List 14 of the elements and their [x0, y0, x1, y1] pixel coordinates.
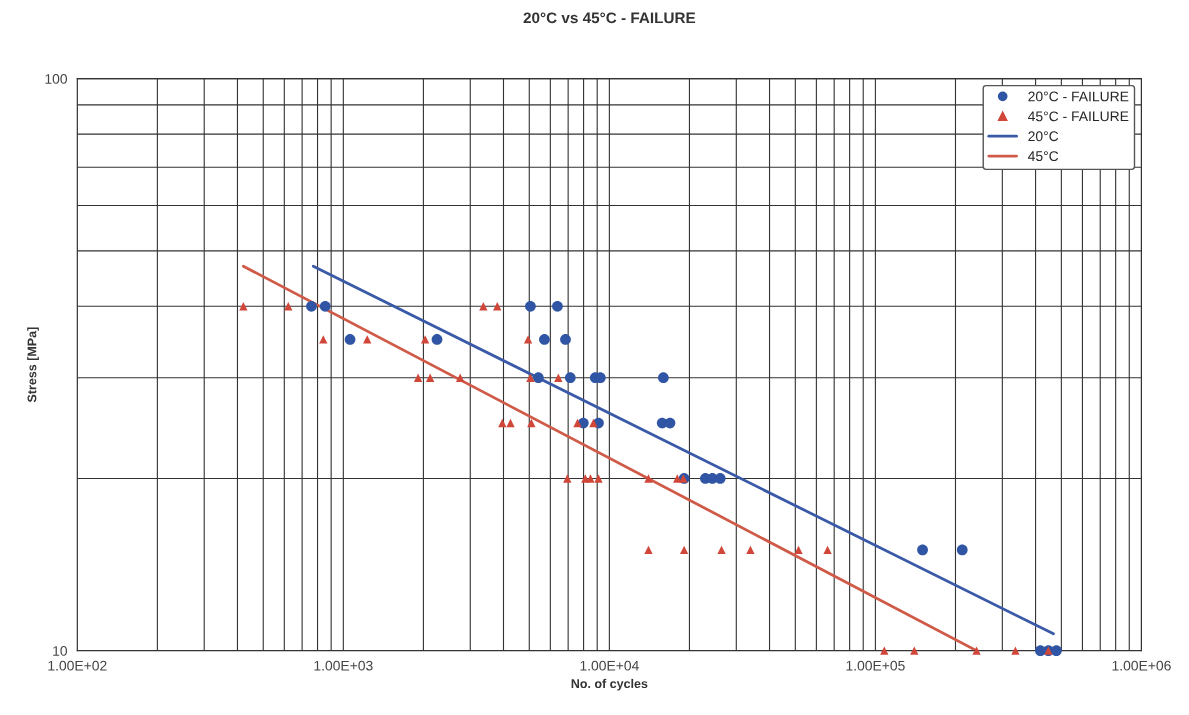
x-tick-label: 1.00E+04 [580, 660, 639, 671]
legend-label: 45°C [1028, 151, 1059, 162]
x-axis-title: No. of cycles [571, 678, 648, 691]
legend-label: 45°C - FAILURE [1028, 111, 1129, 122]
y-tick-label: 100 [45, 73, 68, 84]
legend-label: 20°C [1028, 131, 1059, 142]
y-axis-title: Stress [MPa] [27, 327, 39, 403]
x-tick-label: 1.00E+03 [314, 660, 373, 671]
y-tick-label: 10 [53, 645, 68, 656]
chart-title: 20°C vs 45°C - FAILURE [523, 12, 696, 24]
x-tick-label: 1.00E+02 [48, 660, 107, 671]
x-tick-label: 1.00E+05 [846, 660, 905, 671]
x-tick-label: 1.00E+06 [1112, 660, 1171, 671]
legend-label: 20°C - FAILURE [1028, 91, 1129, 102]
